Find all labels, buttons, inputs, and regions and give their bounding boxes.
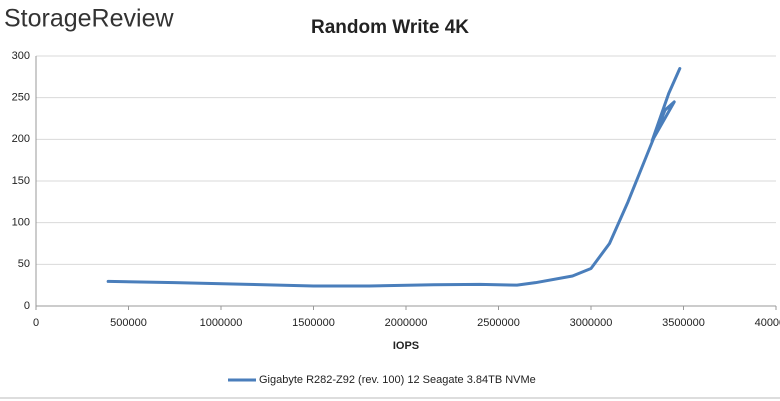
x-tick-label: 3000000 [570, 317, 613, 329]
x-tick-label: 0 [33, 317, 39, 329]
x-axis-label: IOPS [393, 340, 419, 352]
x-tick-label: 3500000 [662, 317, 705, 329]
y-tick-label: 100 [12, 217, 30, 229]
x-tick-label: 500000 [110, 317, 147, 329]
logo: StorageReview [4, 5, 174, 33]
x-tick-label: 2000000 [385, 317, 428, 329]
y-tick-label: 200 [12, 133, 30, 145]
x-tick-label: 1500000 [292, 317, 335, 329]
y-tick-label: 250 [12, 92, 30, 104]
chart-title: Random Write 4K [311, 17, 469, 38]
x-tick-label: 1000000 [200, 317, 243, 329]
x-tick-label: 4000000 [755, 317, 780, 329]
y-tick-label: 300 [12, 50, 30, 62]
y-tick-label: 150 [12, 175, 30, 187]
legend-label: Gigabyte R282-Z92 (rev. 100) 12 Seagate … [259, 374, 536, 386]
y-tick-label: 0 [24, 300, 30, 312]
y-tick-label: 50 [18, 258, 30, 270]
series-line [106, 67, 682, 288]
x-tick-label: 2500000 [477, 317, 520, 329]
